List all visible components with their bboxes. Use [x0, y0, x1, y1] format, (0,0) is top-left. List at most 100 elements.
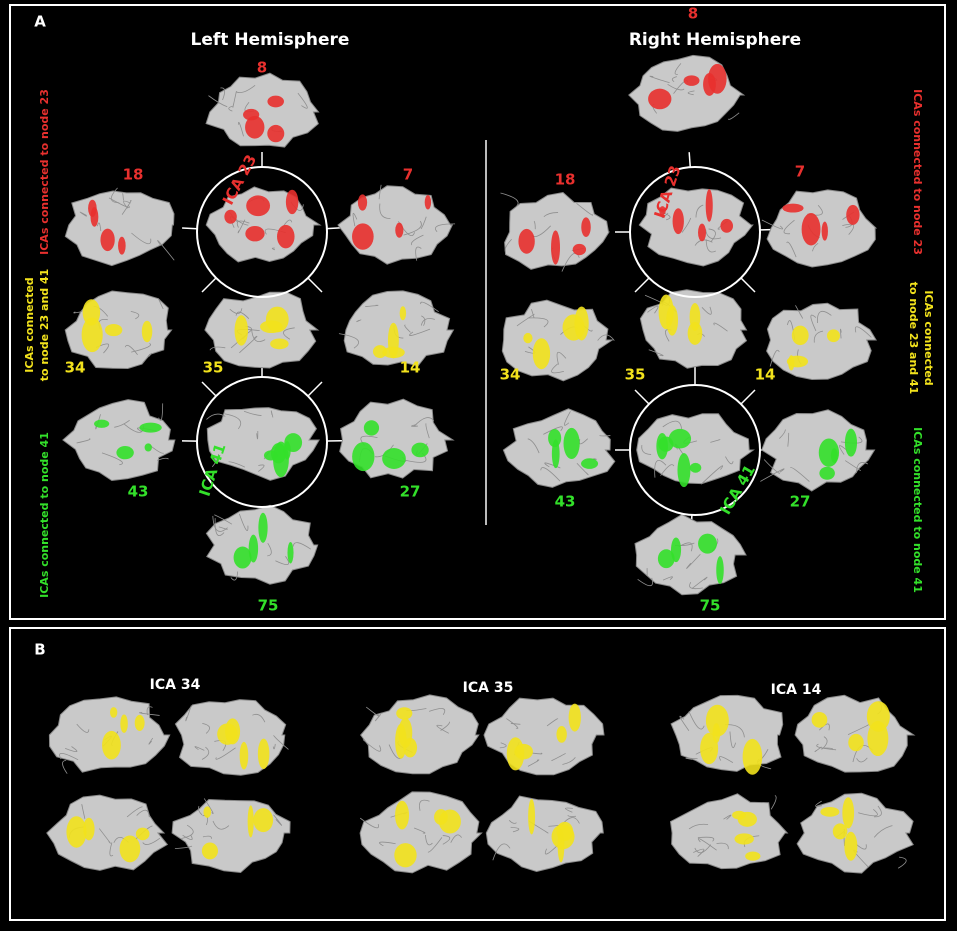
node-label: 34	[500, 366, 521, 384]
activation	[706, 189, 713, 222]
activation	[277, 225, 295, 249]
activation	[352, 223, 374, 249]
activation	[528, 799, 535, 835]
hemisphere-title: Left Hemisphere	[191, 30, 350, 50]
activation	[116, 446, 133, 459]
activation	[286, 190, 298, 214]
activation	[551, 230, 560, 264]
activation	[846, 205, 859, 225]
side-label: ICAs connected to node 23	[911, 89, 924, 255]
activation	[235, 315, 248, 345]
activation	[352, 442, 374, 471]
activation	[788, 355, 794, 370]
activation	[831, 448, 838, 463]
activation	[203, 806, 211, 817]
activation	[142, 321, 152, 343]
activation	[658, 549, 675, 568]
activation	[382, 448, 406, 469]
activation	[743, 739, 763, 775]
activation	[844, 832, 857, 861]
activation	[669, 429, 691, 449]
activation	[258, 739, 270, 769]
node-label: 43	[128, 483, 149, 501]
connector	[182, 228, 197, 229]
activation	[66, 816, 86, 847]
activation	[400, 306, 406, 320]
activation	[287, 542, 293, 563]
activation	[105, 324, 122, 336]
group-title: ICA 34	[150, 677, 201, 693]
activation	[398, 718, 412, 748]
activation	[822, 222, 828, 241]
node-label: 27	[400, 483, 421, 501]
node-label: 7	[403, 166, 413, 184]
activation	[411, 443, 428, 458]
activation	[574, 306, 588, 340]
activation	[270, 338, 288, 349]
node-label: 27	[790, 493, 811, 511]
activation	[698, 224, 706, 242]
activation	[848, 734, 863, 751]
activation	[716, 556, 723, 584]
activation	[556, 822, 573, 841]
activation	[266, 307, 289, 333]
activation	[556, 726, 566, 743]
activation	[224, 210, 236, 224]
side-label: ICAs connected	[23, 277, 36, 372]
activation	[677, 453, 690, 487]
group-title: ICA 14	[771, 682, 822, 698]
activation	[666, 305, 678, 336]
activation	[102, 731, 121, 760]
activation	[395, 801, 409, 830]
brain-surface	[205, 292, 318, 368]
side-label: ICAs connected to node 41	[38, 432, 51, 598]
activation	[819, 467, 835, 480]
activation	[240, 742, 249, 770]
brain-shape	[205, 292, 318, 368]
activation	[827, 329, 840, 342]
activation	[358, 194, 367, 210]
activation	[396, 707, 412, 719]
activation	[782, 204, 803, 213]
activation	[712, 723, 720, 743]
activation	[573, 244, 586, 255]
activation	[136, 828, 150, 841]
activation	[514, 744, 533, 759]
activation	[688, 322, 703, 345]
activation	[246, 195, 270, 216]
activation	[425, 195, 431, 209]
activation	[569, 704, 581, 732]
node-label: 75	[258, 597, 279, 615]
activation	[382, 347, 404, 358]
activation	[581, 217, 590, 237]
activation	[145, 443, 152, 451]
activation	[395, 223, 403, 238]
activation	[690, 463, 702, 473]
activation	[248, 805, 254, 837]
activation	[271, 443, 286, 463]
hemisphere-title: Right Hemisphere	[629, 30, 801, 50]
activation	[267, 96, 284, 108]
activation	[802, 213, 821, 245]
node-label: 14	[755, 366, 776, 384]
node-label: 35	[203, 359, 224, 377]
activation	[100, 229, 114, 251]
activation	[245, 116, 264, 139]
activation	[267, 125, 284, 142]
activation	[684, 75, 700, 85]
activation	[91, 207, 99, 227]
activation	[738, 812, 757, 827]
activation	[135, 715, 145, 731]
activation	[83, 299, 100, 325]
node-label: 18	[555, 171, 576, 189]
activation	[253, 808, 273, 832]
activation	[581, 458, 598, 469]
side-label: ICAs connected to node 41	[911, 427, 924, 593]
activation	[533, 338, 550, 369]
node-label: 18	[123, 166, 144, 184]
activation	[284, 441, 291, 459]
activation	[94, 420, 109, 428]
activation	[820, 807, 839, 817]
activation	[703, 73, 716, 96]
